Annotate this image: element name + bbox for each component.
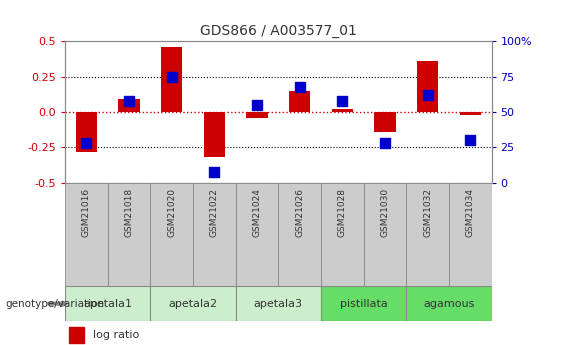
Text: agamous: agamous [423,299,475,308]
Point [82,140,91,146]
Bar [406,183,449,286]
Bar [150,286,236,321]
Bar [332,109,353,112]
Text: log ratio: log ratio [93,330,139,340]
Text: GSM21018: GSM21018 [124,188,133,237]
Point [466,138,475,143]
Point [380,140,389,146]
Text: GSM21034: GSM21034 [466,188,475,237]
Text: apetala3: apetala3 [254,299,303,308]
Text: GSM21026: GSM21026 [295,188,304,237]
Bar [118,99,140,112]
Bar [417,61,438,112]
Text: GSM21032: GSM21032 [423,188,432,237]
Bar [289,91,310,112]
Bar [107,183,150,286]
Point [295,84,304,89]
Bar [246,112,268,118]
Bar [406,286,492,321]
Bar [193,183,236,286]
Bar [65,286,150,321]
Bar [321,286,406,321]
Point [167,74,176,79]
Text: apetala2: apetala2 [168,299,218,308]
Text: GSM21028: GSM21028 [338,188,347,237]
Text: GSM21024: GSM21024 [253,188,262,237]
Bar [161,47,182,112]
Point [253,102,262,108]
Bar [374,112,396,132]
Text: GSM21016: GSM21016 [82,188,91,237]
Bar [364,183,406,286]
Text: GSM21020: GSM21020 [167,188,176,237]
Bar [65,183,107,286]
Point [210,169,219,174]
Text: genotype/variation: genotype/variation [6,299,105,308]
Bar [321,183,364,286]
Point [338,98,347,104]
Point [423,92,432,98]
Bar [459,112,481,115]
Bar [279,183,321,286]
Title: GDS866 / A003577_01: GDS866 / A003577_01 [200,23,357,38]
Bar [150,183,193,286]
Text: GSM21022: GSM21022 [210,188,219,237]
Bar [69,327,84,343]
Point [124,98,133,104]
Bar [449,183,492,286]
Bar [203,112,225,157]
Text: pistillata: pistillata [340,299,388,308]
Bar [76,112,97,152]
Text: GSM21030: GSM21030 [380,188,389,237]
Bar [236,183,278,286]
Text: apetala1: apetala1 [83,299,132,308]
Bar [236,286,321,321]
